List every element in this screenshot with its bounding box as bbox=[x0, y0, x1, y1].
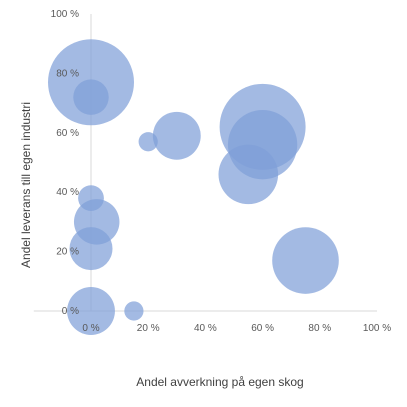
x-tick-label: 60 % bbox=[251, 323, 274, 334]
x-tick-label: 20 % bbox=[137, 323, 160, 334]
y-tick-label: 40 % bbox=[56, 187, 79, 198]
y-tick-label: 100 % bbox=[51, 9, 79, 20]
bubble-point bbox=[124, 301, 144, 321]
y-tick-label: 60 % bbox=[56, 128, 79, 139]
x-tick-label: 0 % bbox=[82, 323, 99, 334]
y-tick-label: 80 % bbox=[56, 68, 79, 79]
x-tick-label: 100 % bbox=[363, 323, 391, 334]
y-tick-labels: 0 % 20 % 40 % 60 % 80 % 100 % bbox=[51, 9, 79, 317]
bubble-point bbox=[272, 227, 339, 294]
x-axis-title: Andel avverkning på egen skog bbox=[136, 375, 303, 389]
y-axis-title: Andel leverans till egen industri bbox=[19, 102, 33, 268]
y-tick-label: 20 % bbox=[56, 247, 79, 258]
bubble-point bbox=[67, 287, 115, 335]
y-tick-label: 0 % bbox=[62, 306, 79, 317]
x-tick-label: 80 % bbox=[308, 323, 331, 334]
bubble-point bbox=[73, 79, 109, 115]
bubble-point bbox=[218, 144, 279, 205]
x-tick-label: 40 % bbox=[194, 323, 217, 334]
bubble-layer bbox=[48, 39, 339, 335]
bubble-point bbox=[69, 227, 113, 271]
bubble-point bbox=[152, 111, 201, 160]
x-tick-labels: 0 % 20 % 40 % 60 % 80 % 100 % bbox=[82, 323, 391, 334]
